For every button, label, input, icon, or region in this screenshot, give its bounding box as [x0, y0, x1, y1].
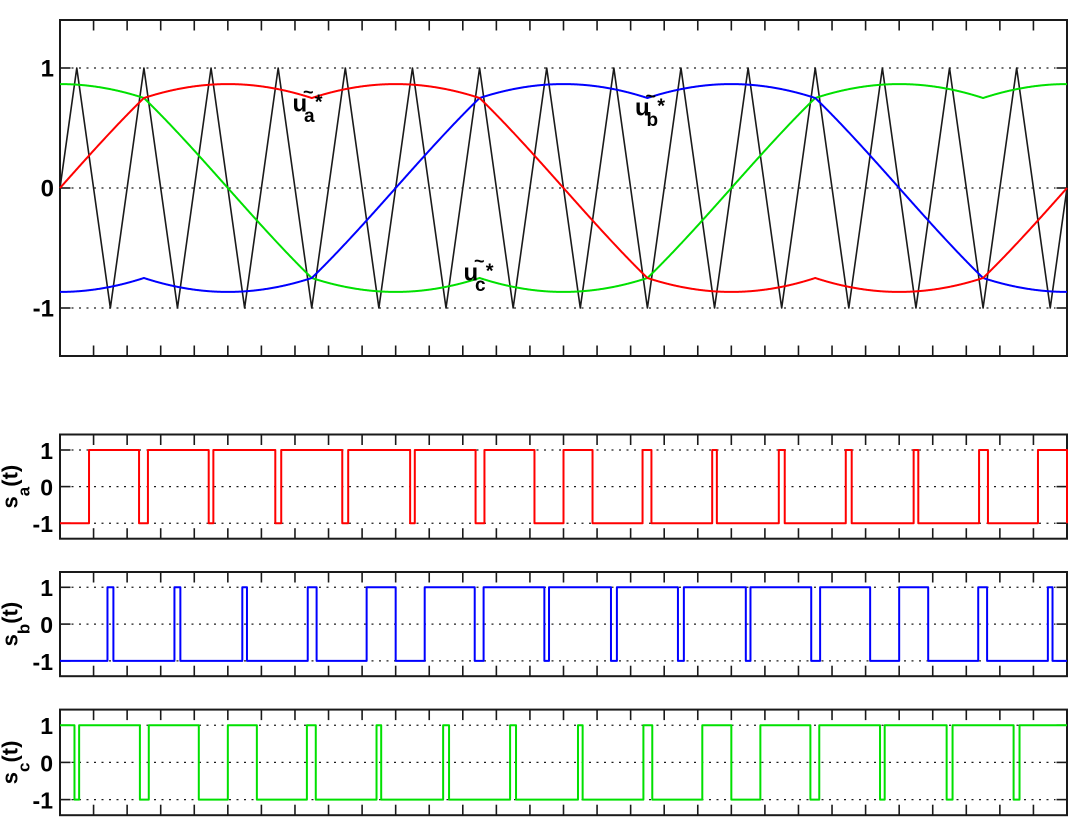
svg-text:-1: -1 [33, 649, 54, 675]
svg-text:1: 1 [40, 438, 53, 464]
svg-text:~: ~ [303, 82, 314, 102]
svg-text:0: 0 [40, 475, 53, 501]
svg-text:0: 0 [40, 612, 53, 638]
svg-text:u: u [635, 95, 650, 122]
svg-text:1: 1 [40, 575, 53, 601]
svg-text:c: c [475, 275, 486, 296]
svg-text:u: u [293, 91, 308, 118]
svg-text:0: 0 [40, 750, 53, 776]
svg-text:u: u [464, 260, 479, 287]
svg-text:~: ~ [646, 86, 657, 106]
svg-text:1: 1 [40, 713, 53, 739]
svg-text:*: * [486, 261, 494, 283]
svg-text:~: ~ [474, 251, 485, 271]
svg-text:b: b [647, 110, 659, 131]
svg-text:-1: -1 [33, 788, 54, 814]
svg-text:-1: -1 [33, 511, 54, 537]
svg-text:1: 1 [41, 56, 54, 83]
svg-text:0: 0 [41, 176, 54, 203]
svg-text:*: * [657, 96, 665, 118]
svg-text:-1: -1 [33, 296, 54, 323]
svg-text:*: * [315, 92, 323, 114]
svg-text:a: a [304, 106, 315, 127]
